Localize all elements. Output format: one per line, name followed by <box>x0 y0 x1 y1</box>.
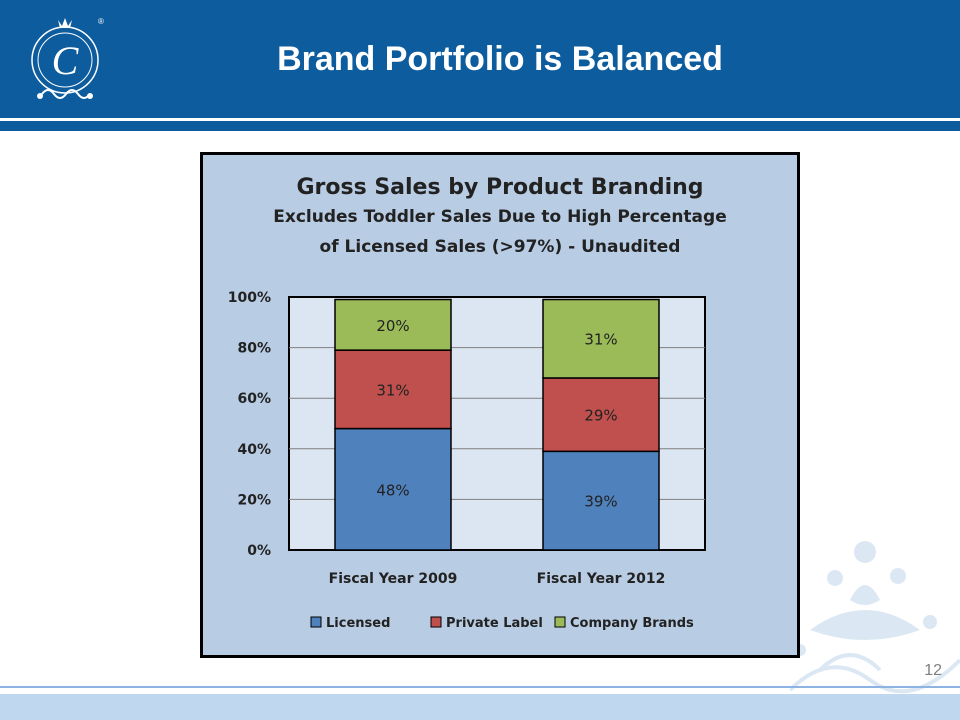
x-tick-label: Fiscal Year 2009 <box>329 571 458 587</box>
chart-container: Gross Sales by Product Branding Excludes… <box>200 152 800 658</box>
footer-band <box>0 694 960 720</box>
bar-segment <box>334 298 452 351</box>
stacked-bar-chart: 0% 20% 40% 60% 80% 100% 48% 31% 20% Fiscal Year 2… <box>228 290 706 631</box>
data-label: 20% <box>376 317 409 335</box>
x-tick-label: Fiscal Year 2012 <box>537 571 666 587</box>
slide-header <box>0 0 960 118</box>
legend-label: Company Brands <box>570 616 694 631</box>
chart-subtitle-line1: Excludes Toddler Sales Due to High Perce… <box>273 207 727 227</box>
svg-text:®: ® <box>98 17 104 26</box>
crown-crafts-logo-icon: C ® <box>31 17 104 99</box>
header-divider <box>0 118 960 121</box>
data-label: 39% <box>584 493 617 511</box>
chart-subtitle-line2: of Licensed Sales (>97%) - Unaudited <box>319 237 681 257</box>
slide-title: Brand Portfolio is Balanced <box>277 40 723 78</box>
chart-title: Gross Sales by Product Branding <box>296 175 704 200</box>
bar-segment <box>334 349 452 430</box>
y-tick-label: 60% <box>237 391 271 407</box>
decorative-flourish-icon <box>790 541 960 694</box>
y-tick-label: 0% <box>247 543 271 559</box>
bar-segment <box>542 450 660 551</box>
bar-segment <box>542 298 660 379</box>
footer-divider <box>0 686 960 688</box>
data-label: 31% <box>584 331 617 349</box>
svg-text:C: C <box>52 38 80 83</box>
page-number: 12 <box>924 662 942 679</box>
legend-swatch <box>430 616 442 628</box>
y-tick-label: 40% <box>237 442 271 458</box>
data-label: 29% <box>584 407 617 425</box>
header-band <box>0 121 960 131</box>
y-tick-label: 20% <box>237 492 271 508</box>
y-tick-label: 100% <box>228 290 271 306</box>
data-label: 48% <box>376 481 409 499</box>
bar-segment <box>334 427 452 551</box>
bar-segment <box>542 377 660 453</box>
legend-swatch <box>554 616 566 628</box>
legend-label: Licensed <box>326 616 390 631</box>
legend-label: Private Label <box>446 616 543 631</box>
legend-swatch <box>310 616 322 628</box>
data-label: 31% <box>376 381 409 399</box>
y-tick-label: 80% <box>237 341 271 357</box>
